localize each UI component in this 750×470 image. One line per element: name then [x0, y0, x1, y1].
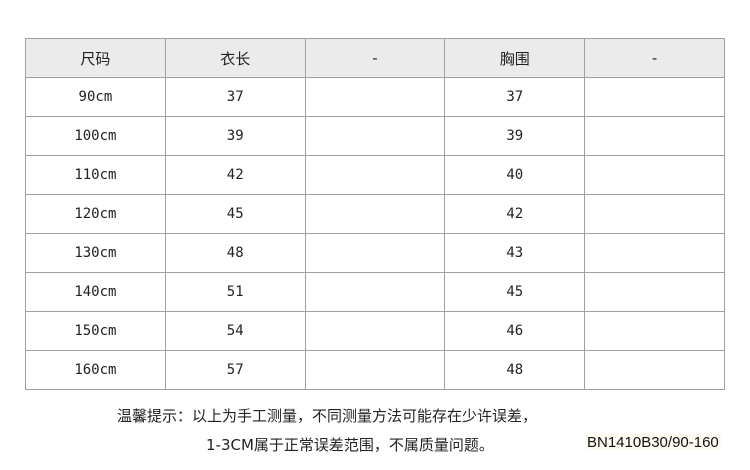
table-cell: 39 — [444, 116, 586, 156]
table-cell: 57 — [164, 350, 306, 390]
table-cell: 160cm — [25, 350, 166, 390]
table-cell: 150cm — [25, 311, 166, 351]
table-cell — [304, 311, 446, 351]
table-cell — [584, 77, 725, 117]
column-header: 胸围 — [444, 38, 586, 78]
table-cell — [304, 350, 446, 390]
table-cell — [304, 233, 446, 273]
table-cell: 54 — [164, 311, 306, 351]
table-cell: 90cm — [25, 77, 166, 117]
column-header: - — [584, 38, 725, 78]
table-row: 120cm 45 42 — [25, 194, 725, 234]
table-row: 110cm 42 40 — [25, 155, 725, 195]
table-cell — [304, 155, 446, 195]
table-cell: 51 — [164, 272, 306, 312]
table-cell: 40 — [444, 155, 586, 195]
product-code: BN1410B30/90-160 — [585, 434, 721, 451]
table-cell — [584, 350, 725, 390]
table-cell — [304, 272, 446, 312]
table-cell — [584, 116, 725, 156]
table-cell: 42 — [164, 155, 306, 195]
table-cell: 100cm — [25, 116, 166, 156]
size-chart-table: 尺码 衣长 - 胸围 - 90cm 37 37 100cm 39 39 110cm 42 40 120cm… — [25, 38, 725, 390]
table-cell: 120cm — [25, 194, 166, 234]
column-header: - — [304, 38, 446, 78]
table-cell: 39 — [164, 116, 306, 156]
column-header: 衣长 — [164, 38, 306, 78]
table-row: 160cm 57 48 — [25, 350, 725, 390]
table-header-row: 尺码 衣长 - 胸围 - — [25, 38, 725, 78]
table-cell — [304, 77, 446, 117]
table-cell: 48 — [164, 233, 306, 273]
table-cell: 37 — [444, 77, 586, 117]
table-cell — [304, 116, 446, 156]
table-cell: 130cm — [25, 233, 166, 273]
table-row: 130cm 48 43 — [25, 233, 725, 273]
table-cell: 45 — [164, 194, 306, 234]
table-row: 140cm 51 45 — [25, 272, 725, 312]
table-cell: 48 — [444, 350, 586, 390]
table-cell — [584, 233, 725, 273]
column-header: 尺码 — [25, 38, 166, 78]
measurement-note-line-1: 温馨提示：以上为手工测量，不同测量方法可能存在少许误差， — [117, 407, 538, 425]
table-cell: 110cm — [25, 155, 166, 195]
table-cell: 42 — [444, 194, 586, 234]
table-row: 150cm 54 46 — [25, 311, 725, 351]
measurement-note-line-2: 1-3CM属于正常误差范围，不属质量问题。 — [206, 436, 494, 454]
table-row: 90cm 37 37 — [25, 77, 725, 117]
table-cell — [584, 272, 725, 312]
table-cell — [584, 311, 725, 351]
table-cell: 46 — [444, 311, 586, 351]
table-cell: 45 — [444, 272, 586, 312]
table-cell: 140cm — [25, 272, 166, 312]
table-cell — [584, 155, 725, 195]
table-cell: 37 — [164, 77, 306, 117]
table-cell — [584, 194, 725, 234]
table-cell: 43 — [444, 233, 586, 273]
table-row: 100cm 39 39 — [25, 116, 725, 156]
table-cell — [304, 194, 446, 234]
